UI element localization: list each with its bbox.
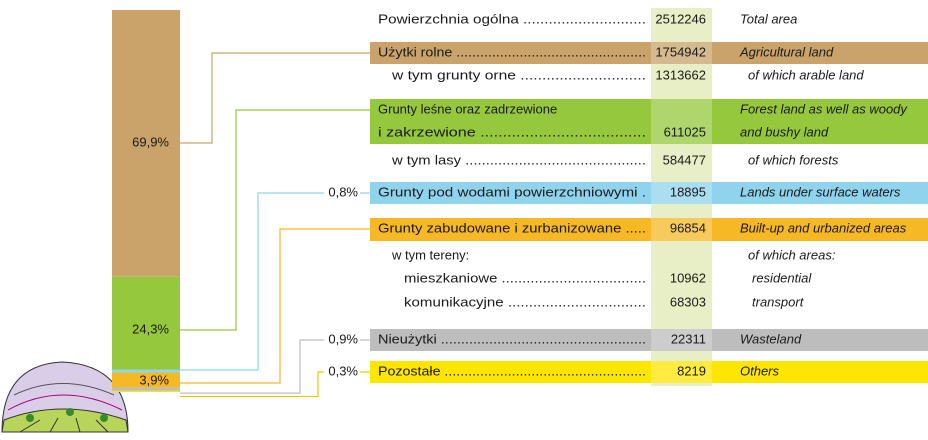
connector [180, 340, 324, 393]
row-label-pl: mieszkaniowe ...........................… [404, 270, 646, 285]
percent-label: 69,9% [132, 134, 169, 149]
bar-segment [112, 387, 180, 390]
percent-label: 0,8% [328, 184, 358, 199]
row-label-en: transport [752, 294, 805, 309]
row-label-pl: Nieużytki ..............................… [378, 331, 646, 346]
infographic: Powierzchnia ogólna ....................… [0, 0, 928, 440]
percent-label: 0,9% [328, 331, 358, 346]
row-label-pl: Użytki rolne ...........................… [378, 44, 646, 59]
row-label-pl: w tym tereny: [391, 247, 469, 262]
connector [180, 53, 370, 143]
row-label-en: Agricultural land [739, 44, 834, 59]
percent-label: 0,3% [328, 363, 358, 378]
percent-label: 3,9% [139, 372, 169, 387]
row-value: 96854 [670, 220, 706, 235]
row-value: 18895 [670, 184, 706, 199]
row-label-en: Others [740, 363, 780, 378]
row-value: 22311 [671, 331, 706, 346]
row-value: 1313662 [655, 67, 706, 82]
row-label-pl: Grunty zabudowane i zurbanizowane ..... [378, 220, 646, 235]
row-label-en: Total area [740, 11, 797, 26]
row-label-pl: i zakrzewione ..........................… [378, 124, 646, 139]
hill-icon [2, 362, 128, 432]
row-label-pl: w tym grunty orne ......................… [391, 67, 646, 82]
row-value: 10962 [670, 270, 706, 285]
row-value: 584477 [663, 152, 706, 167]
row-label-en: of which areas: [748, 247, 836, 262]
row-label-en: of which forests [748, 152, 839, 167]
row-label-pl: komunikacyjne ..........................… [404, 294, 646, 309]
percent-label: 24,3% [132, 321, 169, 336]
connector [180, 193, 324, 370]
connector [180, 229, 370, 383]
row-label-en: residential [752, 270, 812, 285]
row-label-pl: Powierzchnia ogólna ....................… [378, 11, 646, 26]
row-label-en: Wasteland [740, 331, 802, 346]
row-value: 2512246 [655, 11, 706, 26]
row-label-pl: Grunty pod wodami powierzchniowymi . [378, 184, 646, 199]
row-label-pl: Grunty leśne oraz zadrzewione [378, 101, 557, 116]
row-label-en: and bushy land [740, 124, 829, 139]
row-label-pl: w tym lasy .............................… [391, 152, 646, 167]
row-value: 68303 [670, 294, 706, 309]
row-label-en: Forest land as well as woody [740, 101, 908, 116]
row-label-en: of which arable land [748, 67, 864, 82]
row-label-pl: Pozostałe ..............................… [378, 363, 646, 378]
row-label-en: Built-up and urbanized areas [740, 220, 907, 235]
row-value: 1754942 [655, 44, 706, 59]
row-value: 8219 [677, 363, 706, 378]
row-label-en: Lands under surface waters [740, 184, 901, 199]
bar-segment [112, 391, 180, 392]
row-value: 611025 [664, 124, 706, 139]
